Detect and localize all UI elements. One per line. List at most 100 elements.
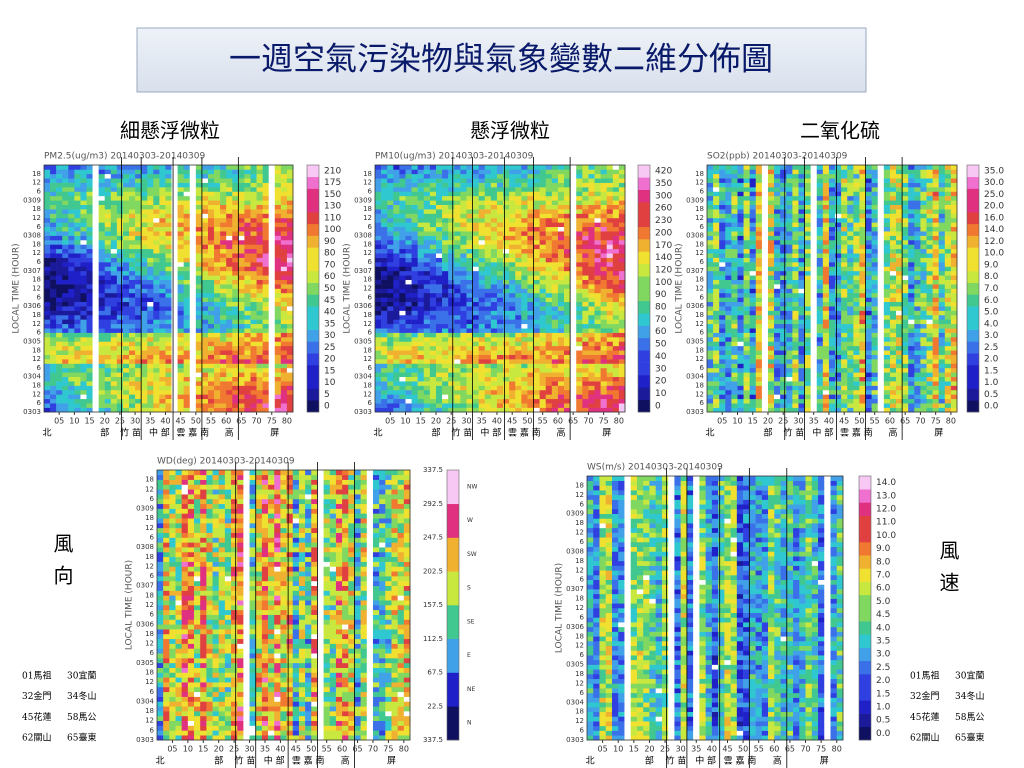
heat-cell (286, 310, 294, 316)
heat-cell (612, 270, 620, 276)
heat-cell (207, 403, 215, 408)
heat-cell (387, 345, 394, 351)
heat-cell (570, 173, 577, 179)
y-tick-label: 18 (363, 346, 372, 354)
heat-cell (490, 389, 498, 395)
heat-cell (521, 200, 528, 205)
heat-cell (564, 297, 571, 303)
x-tick-label: 40 (492, 417, 502, 426)
heat-cell (387, 359, 394, 364)
heatmap (44, 165, 294, 413)
heat-cell (713, 284, 720, 289)
heat-cell (207, 314, 215, 320)
heat-cell (399, 213, 406, 219)
heat-cell (472, 367, 479, 373)
heat-cell (80, 359, 87, 364)
heat-cell (238, 350, 245, 355)
heat-cell (533, 372, 540, 378)
heat-cell (280, 367, 288, 373)
heat-cell (141, 284, 148, 289)
heat-cell (460, 323, 467, 329)
heat-cell (159, 178, 166, 183)
heat-cell (387, 200, 394, 205)
heat-cell (183, 275, 191, 280)
heat-cell (62, 209, 69, 214)
heat-cell (177, 178, 184, 183)
heat-cell (606, 314, 614, 320)
heat-cell (588, 248, 595, 254)
heat-cell (551, 204, 559, 210)
heat-cell (484, 165, 492, 170)
heat-cell (713, 332, 720, 338)
heat-cell (122, 165, 130, 170)
heat-cell (232, 354, 239, 360)
heat-cell (442, 310, 449, 316)
heat-cell (116, 173, 124, 179)
heat-cell (280, 231, 288, 236)
heat-cell (600, 341, 608, 347)
heat-cell (280, 354, 288, 360)
heat-cell (201, 354, 209, 360)
heat-cell (707, 310, 714, 316)
heat-cell (98, 319, 106, 325)
heat-cell (387, 354, 394, 360)
y-tick-label: 18 (363, 276, 372, 284)
heat-cell (503, 209, 510, 214)
heat-cell (496, 328, 504, 333)
heat-cell (116, 165, 124, 170)
heat-cell (195, 389, 203, 395)
heat-cell (539, 345, 547, 351)
heat-cell (232, 200, 239, 205)
heat-cell (92, 231, 99, 236)
heat-cell (159, 191, 166, 197)
heat-cell (274, 350, 282, 355)
heat-cell (80, 204, 87, 210)
heat-cell (435, 248, 443, 254)
heat-cell (92, 367, 99, 373)
heat-cell (411, 381, 418, 386)
colorbar-segment (307, 341, 319, 354)
heat-cell (201, 262, 209, 267)
heatmap (707, 165, 958, 413)
heat-cell (515, 292, 522, 298)
heat-cell (80, 306, 87, 311)
colorbar-label: 80 (324, 249, 336, 259)
chart-title: SO2(ppb) 20140303-20140309 (707, 152, 848, 162)
heat-cell (122, 337, 130, 342)
heat-cell (110, 314, 118, 320)
colorbar-segment (307, 306, 319, 319)
heat-cell (417, 173, 425, 179)
heat-cell (92, 275, 99, 280)
heat-cell (238, 213, 245, 219)
heat-cell (539, 209, 547, 214)
heat-cell (545, 284, 553, 289)
heat-cell (533, 328, 540, 333)
heat-cell (719, 398, 726, 404)
heat-cell (618, 359, 626, 364)
heat-cell (44, 288, 51, 294)
heat-cell (606, 381, 614, 386)
heat-cell (183, 407, 191, 413)
heat-cell (417, 297, 425, 303)
heat-cell (503, 297, 510, 303)
heat-cell (80, 187, 87, 192)
heat-cell (612, 284, 620, 289)
heat-cell (262, 310, 269, 316)
heat-cell (405, 195, 412, 201)
heat-cell (606, 319, 614, 325)
heat-cell (286, 217, 294, 223)
heat-cell (44, 354, 51, 360)
heat-cell (286, 398, 294, 404)
heat-cell (226, 262, 233, 267)
heat-cell (570, 306, 577, 311)
heat-cell (557, 182, 565, 188)
heat-cell (612, 169, 620, 175)
heat-cell (478, 187, 486, 192)
heat-cell (588, 279, 595, 285)
heat-cell (268, 284, 276, 289)
heat-cell (195, 310, 203, 316)
heat-cell (576, 310, 583, 316)
heat-cell (68, 270, 75, 276)
heat-cell (375, 345, 382, 351)
heat-cell (50, 231, 57, 236)
